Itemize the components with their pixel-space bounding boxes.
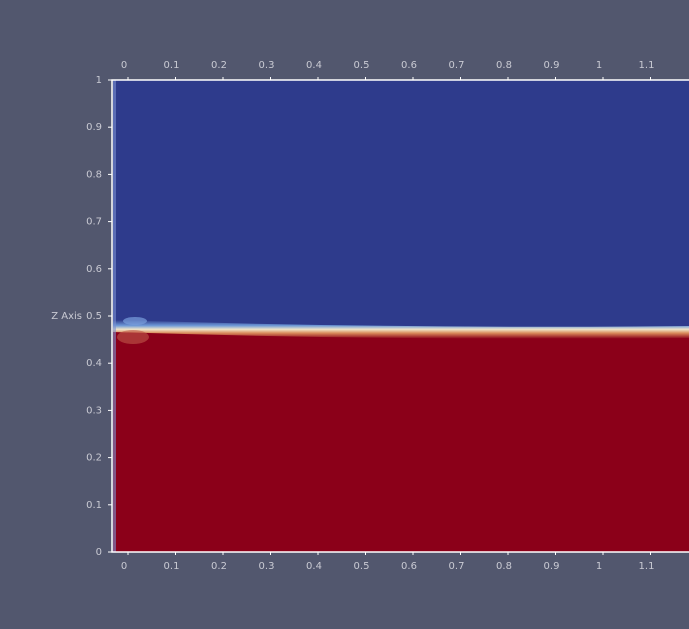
x-tick-label: 0.9 — [544, 561, 560, 572]
y-tick-label: 0.1 — [86, 500, 102, 511]
x-tick-label: 1.1 — [639, 561, 655, 572]
y-tick-label: 0.5 — [86, 311, 102, 322]
y-axis-title: Z Axis — [51, 311, 82, 322]
y-tick-label: 0.2 — [86, 453, 102, 464]
wall — [113, 80, 116, 552]
x-tick-label: 0.4 — [306, 561, 322, 572]
y-tick-label: 0.6 — [86, 264, 102, 275]
x-tick-label: 0.3 — [259, 561, 275, 572]
x-tick-label: 1 — [596, 60, 602, 71]
y-tick-label: 0.8 — [86, 169, 102, 180]
x-tick-label: 1.1 — [639, 60, 655, 71]
x-tick-label: 0.7 — [449, 561, 465, 572]
x-tick-label: 0 — [121, 561, 127, 572]
y-tick-label: 0.4 — [86, 358, 102, 369]
x-tick-label: 0.4 — [306, 60, 322, 71]
x-tick-label: 1 — [596, 561, 602, 572]
x-tick-label: 0 — [121, 60, 127, 71]
x-tick-label: 0.5 — [354, 561, 370, 572]
x-tick-label: 0.9 — [544, 60, 560, 71]
x-tick-label: 0.6 — [401, 60, 417, 71]
y-tick-label: 1 — [96, 75, 102, 86]
x-tick-label: 0.8 — [496, 60, 512, 71]
y-tick-label: 0.7 — [86, 217, 102, 228]
interface-blob — [123, 317, 147, 325]
x-tick-label: 0.3 — [259, 60, 275, 71]
x-tick-label: 0.8 — [496, 561, 512, 572]
x-tick-label: 0.5 — [354, 60, 370, 71]
y-tick-label: 0 — [96, 547, 102, 558]
field-lower — [113, 326, 689, 552]
interface-blob — [117, 330, 149, 344]
y-tick-label: 0.3 — [86, 405, 102, 416]
y-tick-label: 0.9 — [86, 122, 102, 133]
x-tick-label: 0.2 — [211, 60, 227, 71]
interface — [113, 320, 689, 339]
x-tick-label: 0.2 — [211, 561, 227, 572]
x-tick-label: 0.1 — [164, 60, 180, 71]
x-tick-label: 0.6 — [401, 561, 417, 572]
x-tick-label: 0.1 — [164, 561, 180, 572]
x-tick-label: 0.7 — [449, 60, 465, 71]
